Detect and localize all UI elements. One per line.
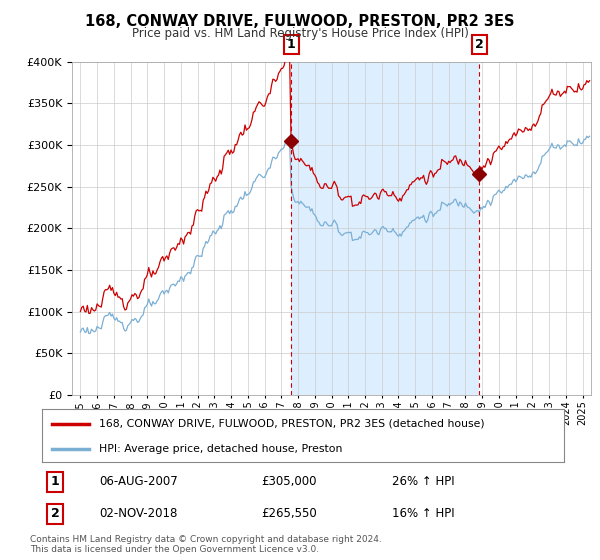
- Text: 2: 2: [50, 507, 59, 520]
- Text: HPI: Average price, detached house, Preston: HPI: Average price, detached house, Pres…: [100, 444, 343, 454]
- Text: Price paid vs. HM Land Registry's House Price Index (HPI): Price paid vs. HM Land Registry's House …: [131, 27, 469, 40]
- Text: 168, CONWAY DRIVE, FULWOOD, PRESTON, PR2 3ES (detached house): 168, CONWAY DRIVE, FULWOOD, PRESTON, PR2…: [100, 419, 485, 429]
- Text: 06-AUG-2007: 06-AUG-2007: [100, 475, 178, 488]
- Text: 168, CONWAY DRIVE, FULWOOD, PRESTON, PR2 3ES: 168, CONWAY DRIVE, FULWOOD, PRESTON, PR2…: [85, 14, 515, 29]
- Text: 26% ↑ HPI: 26% ↑ HPI: [392, 475, 454, 488]
- Text: 16% ↑ HPI: 16% ↑ HPI: [392, 507, 454, 520]
- Text: Contains HM Land Registry data © Crown copyright and database right 2024.
This d: Contains HM Land Registry data © Crown c…: [30, 535, 382, 554]
- Bar: [291, 62, 479, 395]
- Text: 1: 1: [50, 475, 59, 488]
- Text: £305,000: £305,000: [261, 475, 317, 488]
- Text: 2: 2: [475, 38, 484, 52]
- Text: £265,550: £265,550: [261, 507, 317, 520]
- Text: 02-NOV-2018: 02-NOV-2018: [100, 507, 178, 520]
- Text: 1: 1: [287, 38, 295, 52]
